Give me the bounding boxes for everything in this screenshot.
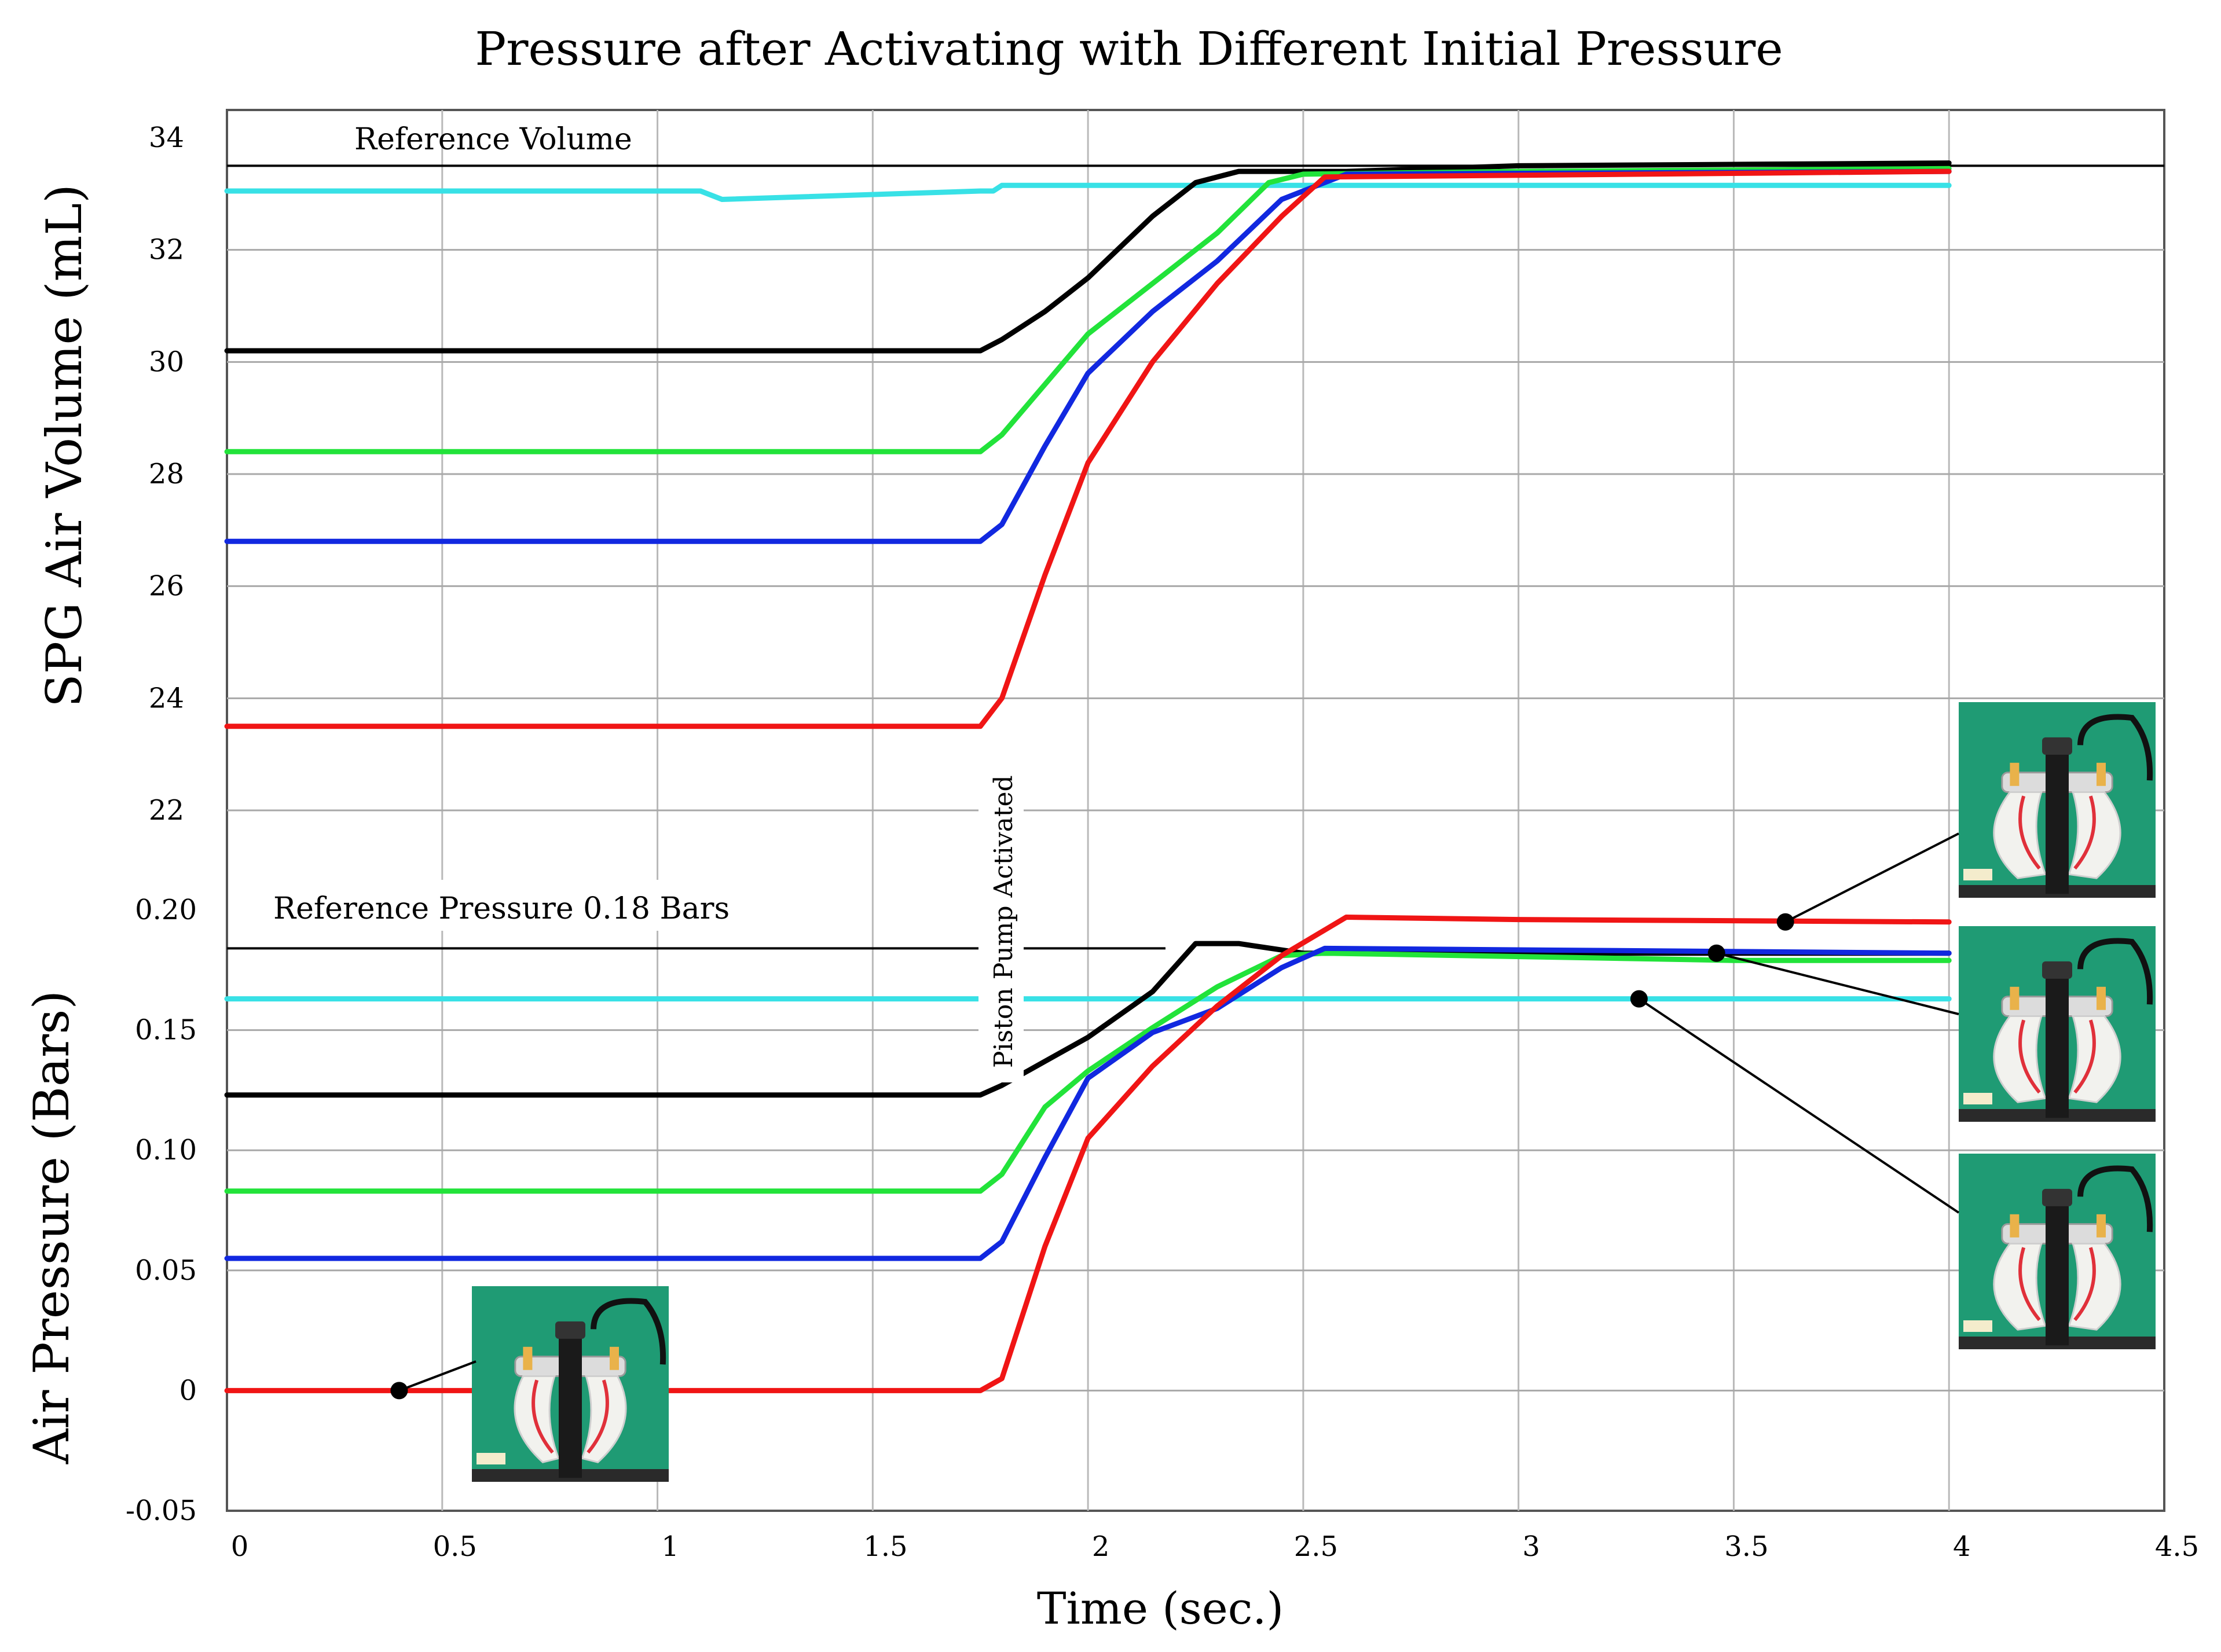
pressure-tick-label: 0.05 <box>135 1254 197 1287</box>
piston-pump-label: Piston Pump Activated <box>989 775 1018 1068</box>
volume-tick-label: 30 <box>149 346 184 378</box>
photo-red-channel-left <box>532 1379 554 1454</box>
photo-fitting-left <box>2010 1214 2020 1238</box>
photo-red-channel-right <box>2073 795 2096 870</box>
photo-rod-cap <box>2042 1188 2072 1206</box>
pressure-tick-label: 0.20 <box>135 894 197 926</box>
volume-series-red <box>224 168 1952 729</box>
photo-tube <box>2077 1165 2153 1232</box>
gripper-photo-3 <box>1959 926 2156 1122</box>
callout-dot-1 <box>390 1382 408 1400</box>
volume-series-cyan <box>224 182 1952 202</box>
grid-lines <box>227 110 2164 1511</box>
photo-red-channel-left <box>2018 795 2041 870</box>
data-series <box>224 160 1952 1393</box>
x-tick-label: 4.5 <box>2155 1530 2199 1563</box>
photo-tube <box>2077 714 2153 781</box>
photo-fitting-right <box>610 1346 619 1370</box>
photo-fitting-left <box>523 1346 533 1370</box>
photo-fitting-right <box>2097 1214 2106 1238</box>
pressure-series-black <box>224 941 1952 1098</box>
x-tick-label: 0 <box>231 1530 249 1563</box>
volume-tick-label: 24 <box>149 682 184 714</box>
photo-tube <box>2077 938 2153 1005</box>
x-tick-label: 1.5 <box>863 1530 907 1563</box>
photo-ruler <box>477 1453 505 1464</box>
pressure-series-blue <box>224 945 1952 1261</box>
photo-ruler <box>1963 869 1992 880</box>
reference-pressure-label: Reference Pressure 0.18 Bars <box>273 891 730 926</box>
photo-rod-cap <box>555 1321 585 1339</box>
x-tick-label: 1 <box>661 1530 679 1563</box>
pressure-axis-ticks: -0.05 0 0.05 0.10 0.15 0.20 <box>126 894 197 1527</box>
volume-tick-label: 28 <box>149 458 184 490</box>
photo-red-channel-left <box>2018 1247 2041 1321</box>
pressure-tick-label: 0 <box>179 1374 197 1407</box>
chart-title: Pressure after Activating with Different… <box>475 22 1783 76</box>
callout-line-4 <box>1638 997 1960 1214</box>
pressure-tick-label: -0.05 <box>126 1495 197 1527</box>
photo-center-rod <box>2046 1192 2069 1346</box>
volume-tick-label: 22 <box>149 794 184 827</box>
x-tick-label: 2 <box>1092 1530 1110 1563</box>
x-tick-label: 3.5 <box>1724 1530 1768 1563</box>
gripper-photo-2 <box>1959 702 2156 898</box>
photo-ruler <box>1963 1320 1992 1332</box>
reference-volume-label: Reference Volume <box>354 122 632 157</box>
volume-axis-label: SPG Air Volume (mL) <box>36 184 93 707</box>
photo-center-rod <box>2046 741 2069 894</box>
callout-lines <box>390 832 1960 1400</box>
volume-tick-label: 32 <box>149 234 184 266</box>
pressure-axis-label: Air Pressure (Bars) <box>23 990 80 1464</box>
x-axis-label: Time (sec.) <box>1037 1583 1284 1634</box>
photo-fitting-right <box>2097 762 2106 786</box>
pressure-series-red <box>224 915 1952 1393</box>
photo-tube <box>591 1298 666 1365</box>
callout-line-1 <box>398 1360 477 1392</box>
x-tick-label: 3 <box>1522 1530 1540 1563</box>
x-tick-label: 4 <box>1953 1530 1971 1563</box>
x-axis-ticks: 0 0.5 1 1.5 2 2.5 3 3.5 4 4.5 <box>231 1530 2199 1563</box>
photo-ruler <box>1963 1093 1992 1104</box>
photo-red-channel-right <box>587 1379 609 1454</box>
callout-dot-2 <box>1776 913 1794 931</box>
photo-red-channel-right <box>2073 1247 2096 1321</box>
gripper-photos <box>472 702 2156 1482</box>
volume-tick-label: 34 <box>149 122 184 154</box>
photo-rod-cap <box>2042 737 2072 755</box>
piston-pump-label-bg <box>978 758 1024 1082</box>
pressure-tick-label: 0.15 <box>135 1014 197 1047</box>
photo-fitting-right <box>2097 986 2106 1010</box>
volume-series-black <box>224 160 1952 354</box>
gripper-photo-1 <box>472 1286 669 1482</box>
reference-pressure-label-bg <box>261 880 756 931</box>
callout-line-2 <box>1784 832 1959 923</box>
callout-dot-4 <box>1630 990 1648 1008</box>
photo-center-rod <box>2046 965 2069 1118</box>
photo-fitting-left <box>2010 986 2020 1010</box>
photo-fitting-left <box>2010 762 2020 786</box>
callout-line-3 <box>1716 952 1959 1015</box>
pressure-series-green <box>224 950 1952 1194</box>
photo-red-channel-right <box>2073 1019 2096 1094</box>
photo-center-rod <box>559 1325 582 1478</box>
photo-red-channel-left <box>2018 1019 2041 1094</box>
photo-rod-cap <box>2042 961 2072 979</box>
x-tick-label: 0.5 <box>433 1530 477 1563</box>
callout-dot-3 <box>1707 944 1725 962</box>
gripper-photo-4 <box>1959 1154 2156 1349</box>
volume-tick-label: 26 <box>149 570 184 603</box>
pressure-tick-label: 0.10 <box>135 1134 197 1166</box>
volume-axis-ticks: 22 24 26 28 30 32 34 <box>149 122 184 827</box>
x-tick-label: 2.5 <box>1294 1530 1338 1563</box>
